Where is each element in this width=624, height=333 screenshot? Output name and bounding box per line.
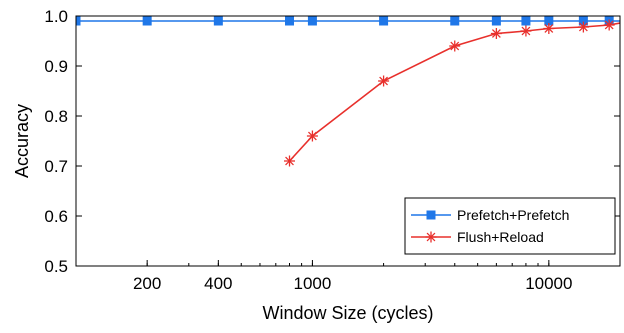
legend-label: Prefetch+Prefetch [457, 207, 569, 223]
data-point-asterisk [378, 75, 390, 87]
plot-area-frame [75, 15, 621, 267]
legend-label: Flush+Reload [457, 229, 544, 245]
data-point-square [213, 16, 223, 26]
series-layer [76, 16, 620, 167]
y-tick-label: 0.9 [44, 57, 68, 76]
data-point-asterisk [425, 231, 437, 243]
data-point-square [578, 16, 588, 26]
data-point-asterisk [284, 155, 296, 167]
data-point-asterisk [449, 40, 461, 52]
x-tick-label: 1000 [294, 274, 332, 293]
data-point-asterisk [306, 130, 318, 142]
data-point-asterisk [520, 25, 532, 37]
series-line [288, 22, 620, 162]
data-point-square [426, 210, 436, 220]
data-point-asterisk [577, 21, 589, 33]
legend-box [404, 197, 616, 255]
data-point-square [491, 16, 501, 26]
series-flush-reload [284, 19, 620, 167]
y-axis-label: Accuracy [12, 104, 32, 178]
y-tick-label: 0.6 [44, 207, 68, 226]
y-tick-label: 0.8 [44, 107, 68, 126]
data-point-square [379, 16, 389, 26]
y-tick-label: 1.0 [44, 7, 68, 26]
x-tick-label: 10000 [525, 274, 572, 293]
data-point-asterisk [603, 19, 615, 31]
data-point-square [450, 16, 460, 26]
x-tick-label: 200 [133, 274, 161, 293]
y-tick-label: 0.5 [44, 257, 68, 276]
series-prefetch-prefetch [76, 16, 620, 26]
x-tick-label: 400 [204, 274, 232, 293]
legend-item: Flush+Reload [411, 229, 544, 245]
data-point-asterisk [543, 23, 555, 34]
data-point-square [142, 16, 152, 26]
data-point-square [285, 16, 295, 26]
legend: Prefetch+Prefetch Flush+Reload [404, 197, 616, 255]
data-point-square [544, 16, 554, 26]
x-axis-label: Window Size (cycles) [262, 303, 433, 323]
data-point-asterisk [490, 28, 502, 39]
legend-item: Prefetch+Prefetch [411, 207, 569, 223]
data-point-square [307, 16, 317, 26]
data-point-square [76, 16, 81, 26]
axis-ticks: 0.5 0.6 0.7 0.8 0.9 1.0 200 400 1000 10000 [44, 7, 621, 293]
y-tick-label: 0.7 [44, 157, 68, 176]
data-point-square [521, 16, 531, 26]
